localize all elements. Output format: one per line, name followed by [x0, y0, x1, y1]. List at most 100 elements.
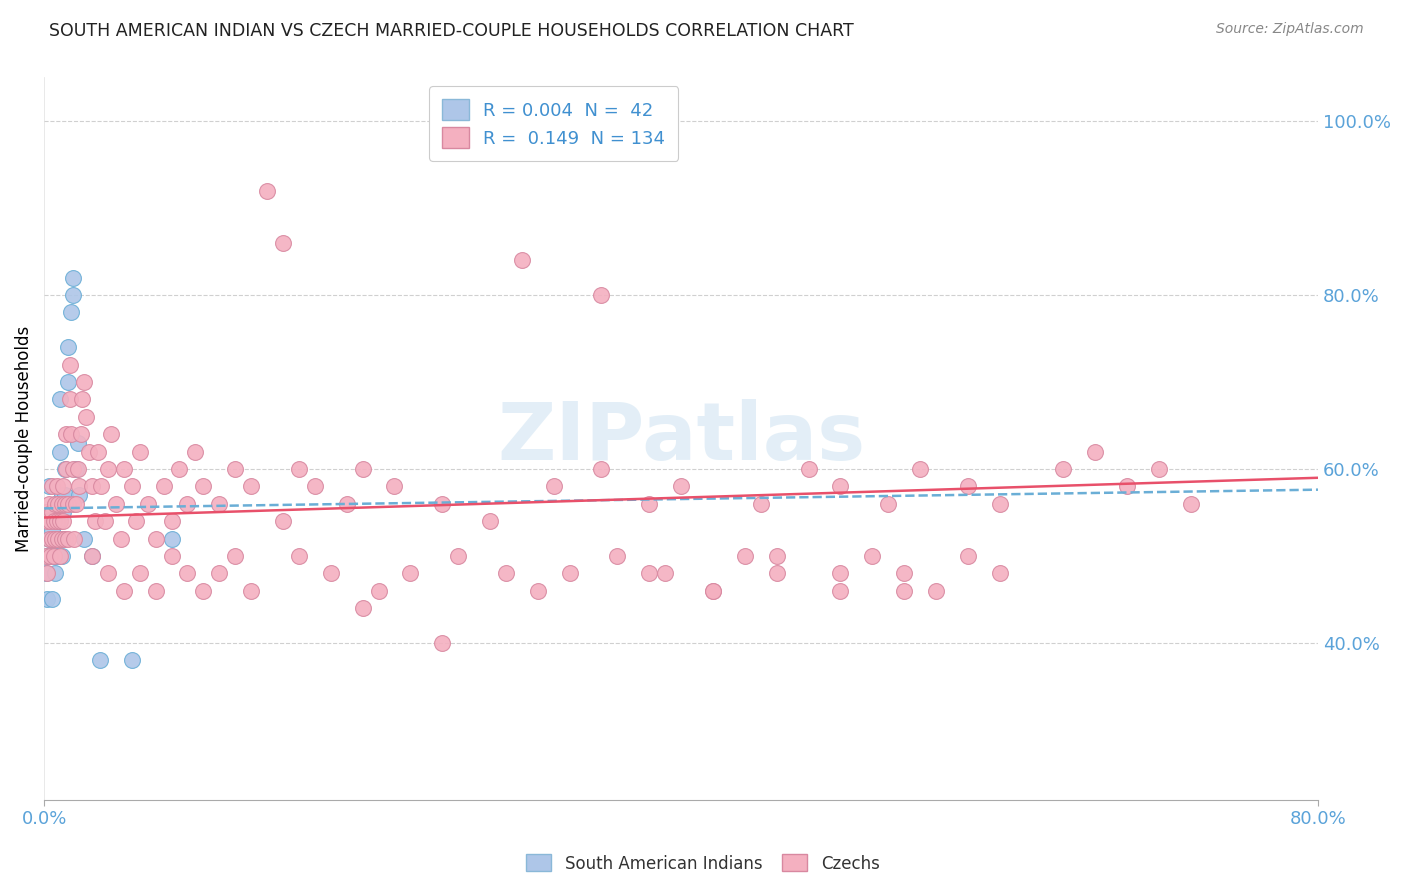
- Point: [112, 583, 135, 598]
- Point: [35, 505, 58, 519]
- Point: [56, 340, 79, 354]
- Point: [591, 462, 613, 476]
- Point: [41, 523, 63, 537]
- Point: [77, 444, 100, 458]
- Point: [877, 497, 900, 511]
- Point: [288, 549, 311, 563]
- Point: [176, 566, 198, 581]
- Point: [80, 479, 103, 493]
- Point: [44, 532, 66, 546]
- Point: [893, 583, 915, 598]
- Y-axis label: Married-couple Households: Married-couple Households: [15, 326, 32, 551]
- Point: [638, 566, 661, 581]
- Point: [432, 636, 454, 650]
- Point: [87, 444, 110, 458]
- Point: [121, 479, 143, 493]
- Point: [669, 479, 692, 493]
- Point: [49, 514, 72, 528]
- Point: [62, 497, 84, 511]
- Point: [432, 497, 454, 511]
- Point: [60, 427, 83, 442]
- Point: [988, 566, 1011, 581]
- Point: [193, 583, 215, 598]
- Point: [336, 497, 359, 511]
- Point: [48, 497, 70, 511]
- Point: [112, 462, 135, 476]
- Text: SOUTH AMERICAN INDIAN VS CZECH MARRIED-COUPLE HOUSEHOLDS CORRELATION CHART: SOUTH AMERICAN INDIAN VS CZECH MARRIED-C…: [49, 22, 853, 40]
- Point: [65, 497, 87, 511]
- Point: [69, 427, 91, 442]
- Point: [67, 488, 90, 502]
- Point: [55, 427, 77, 442]
- Point: [104, 497, 127, 511]
- Point: [41, 592, 63, 607]
- Point: [184, 444, 207, 458]
- Point: [80, 549, 103, 563]
- Point: [41, 505, 63, 519]
- Point: [1147, 462, 1170, 476]
- Point: [44, 497, 66, 511]
- Point: [495, 566, 517, 581]
- Point: [224, 549, 246, 563]
- Point: [41, 479, 63, 493]
- Point: [193, 479, 215, 493]
- Point: [90, 479, 112, 493]
- Point: [606, 549, 628, 563]
- Point: [558, 566, 581, 581]
- Point: [62, 270, 84, 285]
- Point: [256, 184, 278, 198]
- Point: [860, 549, 883, 563]
- Point: [136, 497, 159, 511]
- Point: [128, 566, 150, 581]
- Point: [42, 514, 65, 528]
- Point: [145, 532, 167, 546]
- Point: [37, 592, 59, 607]
- Point: [39, 514, 62, 528]
- Point: [38, 532, 60, 546]
- Point: [72, 392, 94, 407]
- Point: [125, 514, 148, 528]
- Point: [58, 358, 80, 372]
- Point: [956, 479, 979, 493]
- Point: [93, 514, 115, 528]
- Point: [319, 566, 342, 581]
- Point: [39, 514, 62, 528]
- Point: [988, 497, 1011, 511]
- Point: [591, 288, 613, 302]
- Point: [160, 549, 183, 563]
- Point: [110, 532, 132, 546]
- Point: [37, 549, 59, 563]
- Point: [51, 532, 73, 546]
- Point: [128, 444, 150, 458]
- Point: [58, 392, 80, 407]
- Point: [44, 532, 66, 546]
- Point: [66, 435, 89, 450]
- Point: [160, 532, 183, 546]
- Point: [56, 532, 79, 546]
- Point: [44, 566, 66, 581]
- Point: [352, 462, 374, 476]
- Point: [67, 479, 90, 493]
- Point: [53, 532, 76, 546]
- Point: [52, 479, 75, 493]
- Point: [56, 375, 79, 389]
- Point: [52, 532, 75, 546]
- Point: [49, 549, 72, 563]
- Point: [830, 583, 852, 598]
- Point: [38, 479, 60, 493]
- Point: [41, 532, 63, 546]
- Point: [80, 549, 103, 563]
- Point: [62, 462, 84, 476]
- Point: [35, 549, 58, 563]
- Point: [41, 549, 63, 563]
- Point: [152, 479, 174, 493]
- Point: [52, 505, 75, 519]
- Point: [49, 392, 72, 407]
- Point: [543, 479, 565, 493]
- Point: [288, 462, 311, 476]
- Point: [97, 566, 120, 581]
- Point: [121, 653, 143, 667]
- Point: [702, 583, 724, 598]
- Point: [399, 566, 422, 581]
- Point: [60, 305, 83, 319]
